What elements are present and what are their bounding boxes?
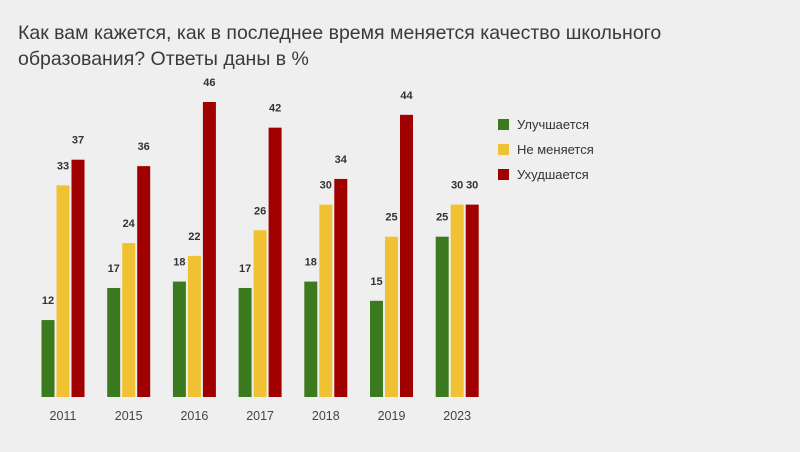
data-label-2017-series-1: 26 [254, 205, 266, 217]
data-label-2016-series-1: 22 [188, 231, 200, 243]
bar-2023-series-2 [465, 204, 479, 397]
data-label-2019-series-2: 44 [400, 90, 413, 102]
bar-2017-series-1 [253, 230, 267, 397]
data-label-2011-series-0: 12 [42, 295, 54, 307]
legend-item-0: Улучшается [498, 112, 594, 137]
legend-label-2: Ухудшается [517, 167, 589, 182]
bar-2011-series-0 [41, 320, 55, 397]
x-tick-label-2019: 2019 [378, 409, 406, 423]
bar-2019-series-2 [400, 114, 413, 398]
data-label-2015-series-1: 24 [123, 218, 136, 230]
legend-swatch-0 [498, 119, 509, 130]
legend: Улучшается Не меняется Ухудшается [498, 112, 594, 187]
bar-2017-series-0 [238, 287, 252, 397]
x-tick-label-2011: 2011 [50, 409, 77, 423]
bar-2018-series-1 [319, 204, 333, 397]
bar-2015-series-1 [122, 243, 136, 397]
bar-2011-series-2 [71, 159, 85, 397]
x-tick-label-2018: 2018 [312, 409, 340, 423]
data-label-2023-series-0: 25 [436, 212, 448, 224]
data-label-2019-series-0: 15 [370, 276, 382, 288]
data-label-2011-series-1: 33 [57, 160, 69, 172]
legend-item-1: Не меняется [498, 137, 594, 162]
data-label-2016-series-2: 46 [203, 77, 215, 89]
chart-title: Как вам кажется, как в последнее время м… [18, 22, 662, 70]
data-label-2017-series-2: 42 [269, 103, 281, 115]
bar-2011-series-1 [56, 185, 70, 397]
bar-2023-series-0 [435, 236, 449, 397]
data-label-2023-series-2: 30 [466, 180, 478, 192]
bar-2016-series-1 [187, 255, 201, 397]
data-label-2019-series-1: 25 [385, 212, 397, 224]
data-label-2018-series-2: 34 [335, 154, 348, 166]
bar-2017-series-2 [268, 127, 282, 398]
data-label-2017-series-0: 17 [239, 263, 251, 275]
data-label-2011-series-2: 37 [72, 135, 84, 147]
bar-2018-series-0 [304, 281, 318, 397]
bar-2023-series-1 [450, 204, 464, 397]
bar-2019-series-1 [385, 236, 398, 397]
legend-item-2: Ухудшается [498, 162, 594, 187]
data-label-2016-series-0: 18 [173, 257, 185, 269]
bar-2016-series-2 [202, 102, 216, 397]
bar-2015-series-2 [137, 166, 151, 397]
x-tick-label-2017: 2017 [246, 409, 274, 423]
legend-label-0: Улучшается [517, 117, 590, 132]
data-label-2018-series-1: 30 [320, 180, 332, 192]
legend-swatch-1 [498, 144, 509, 155]
bar-2015-series-0 [107, 287, 121, 397]
bar-2019-series-0 [370, 300, 383, 397]
data-label-2015-series-2: 36 [138, 141, 150, 153]
x-tick-label-2023: 2023 [443, 409, 471, 423]
data-label-2023-series-1: 30 [451, 180, 463, 192]
legend-swatch-2 [498, 169, 509, 180]
bar-2016-series-0 [172, 281, 186, 397]
x-tick-label-2015: 2015 [115, 409, 143, 423]
legend-label-1: Не меняется [517, 142, 594, 157]
data-label-2015-series-0: 17 [108, 263, 120, 275]
bar-2018-series-2 [334, 178, 348, 397]
x-tick-label-2016: 2016 [180, 409, 208, 423]
data-label-2018-series-0: 18 [305, 257, 317, 269]
